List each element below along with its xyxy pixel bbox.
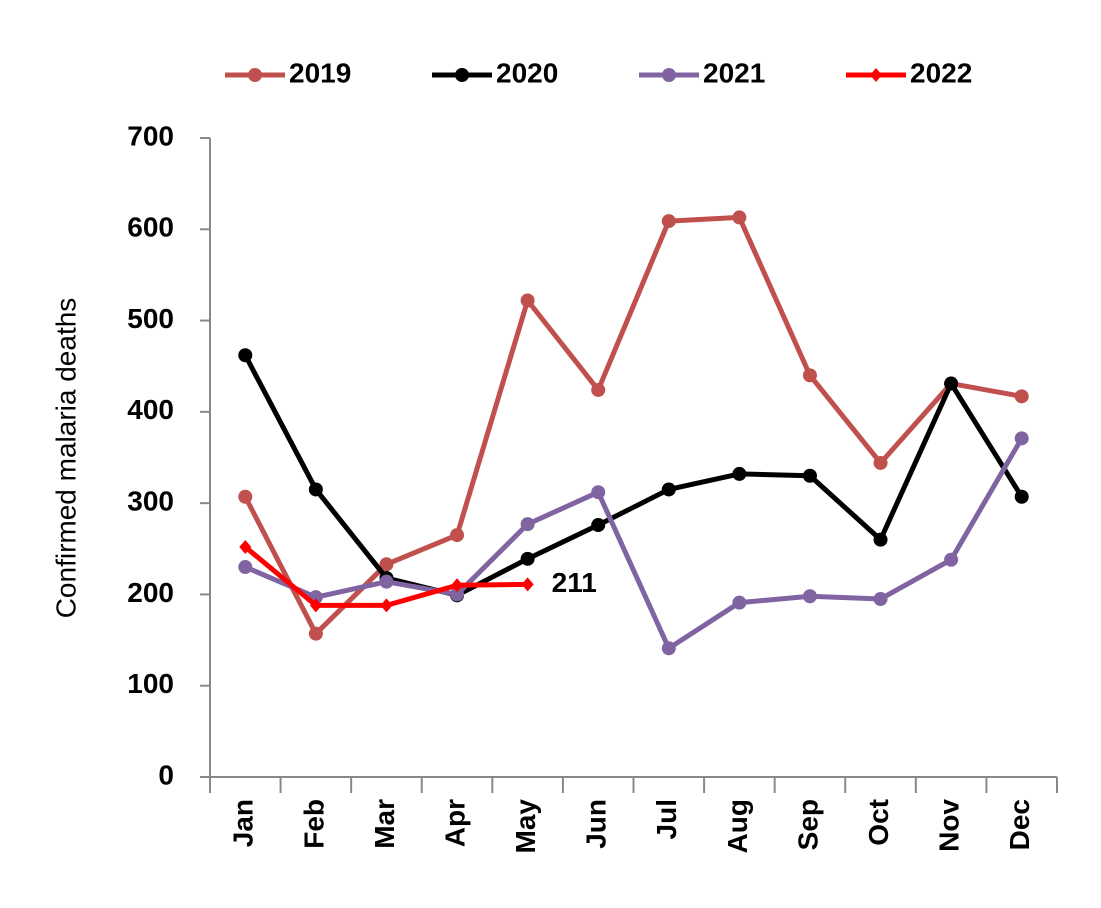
point [238, 348, 253, 363]
legend-marker [248, 68, 262, 82]
point [521, 577, 534, 592]
y-tick-label: 100 [127, 668, 174, 699]
y-tick-label: 400 [127, 394, 174, 425]
point [591, 485, 606, 500]
point [661, 641, 676, 656]
point [1014, 389, 1029, 404]
point [450, 587, 465, 602]
y-tick-label: 700 [127, 120, 174, 151]
x-tick-label: Mar [369, 799, 400, 849]
point [944, 376, 959, 391]
point [944, 552, 959, 567]
point [661, 214, 676, 229]
series-line [243, 354, 1024, 598]
point [380, 598, 393, 613]
point [379, 574, 394, 589]
legend-label: 2019 [289, 57, 351, 88]
point [238, 489, 253, 504]
x-tick-label: Feb [298, 799, 329, 849]
y-tick-label: 0 [158, 759, 174, 790]
x-tick-label: Nov [934, 799, 965, 852]
y-axis-title: Confirmed malaria deaths [50, 298, 81, 619]
x-tick-label: Jul [651, 799, 682, 839]
point [308, 482, 323, 497]
series-line [244, 437, 1024, 651]
point [732, 466, 747, 481]
point [1014, 489, 1029, 504]
y-tick-label: 600 [127, 212, 174, 243]
x-tick-label: Sep [792, 799, 823, 850]
point [591, 382, 606, 397]
x-tick-label: Jan [228, 799, 259, 847]
series-line [243, 214, 1023, 637]
point [520, 551, 535, 566]
point [873, 455, 888, 470]
point [239, 539, 252, 554]
point [732, 210, 747, 225]
point [873, 532, 888, 547]
point [732, 595, 747, 610]
point [591, 518, 606, 533]
y-tick-label: 200 [127, 577, 174, 608]
point [802, 368, 817, 383]
y-tick-label: 500 [127, 303, 174, 334]
point [308, 626, 323, 641]
legend-marker [455, 68, 469, 82]
point [379, 557, 394, 572]
point [802, 589, 817, 604]
point [1014, 431, 1029, 446]
x-tick-label: Jun [581, 799, 612, 849]
x-tick-label: Aug [722, 799, 753, 853]
legend-marker [870, 68, 882, 82]
data-label: 211 [552, 567, 597, 598]
x-tick-label: May [510, 799, 541, 854]
x-tick-label: Apr [439, 799, 470, 847]
point [451, 578, 464, 593]
y-tick-label: 300 [127, 486, 174, 517]
point [802, 468, 817, 483]
x-tick-label: Oct [863, 799, 894, 846]
point [238, 560, 253, 575]
point [520, 293, 535, 308]
legend-label: 2021 [703, 57, 765, 88]
point [520, 517, 535, 532]
point [309, 598, 322, 613]
legend-label: 2022 [910, 57, 972, 88]
legend-marker [662, 68, 676, 82]
legend-label: 2020 [496, 57, 558, 88]
point [450, 528, 465, 543]
point [873, 591, 888, 606]
x-tick-label: Dec [1004, 799, 1035, 850]
point [661, 482, 676, 497]
